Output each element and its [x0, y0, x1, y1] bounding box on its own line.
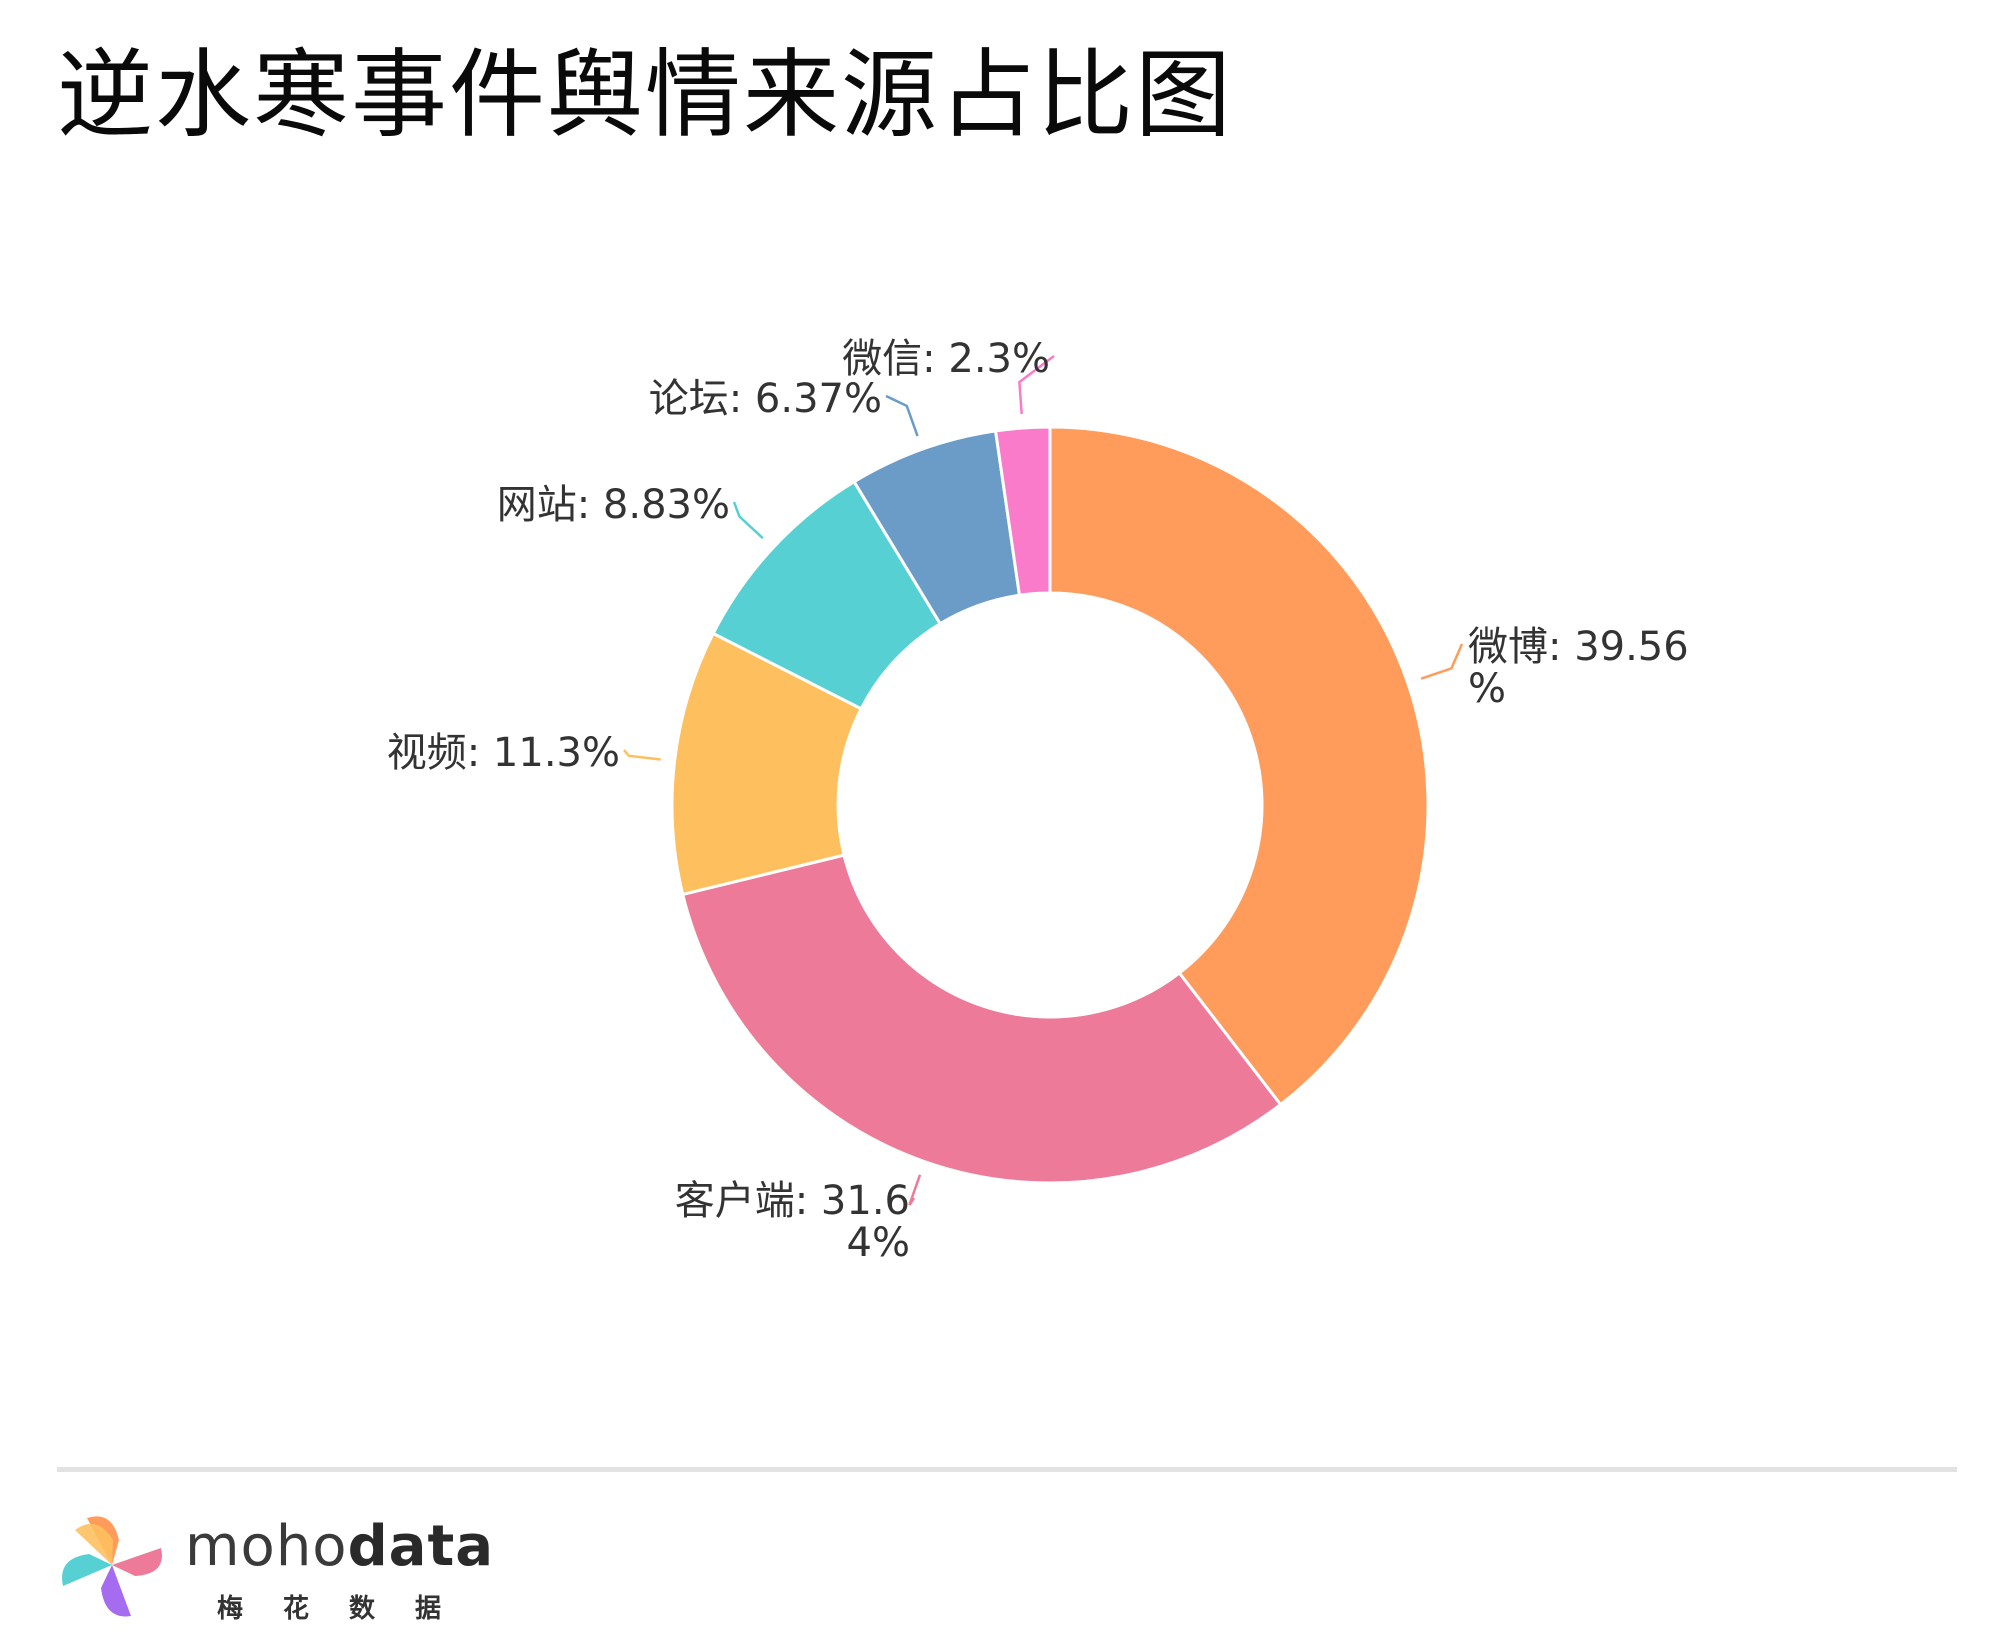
slice-label-line: 微博: 39.56	[1468, 624, 1689, 670]
logo-word-bold: data	[347, 1514, 495, 1579]
leader-line-3	[623, 749, 661, 761]
leader-line-2	[908, 1174, 922, 1206]
donut-chart: 微博: 39.56 % 客户端: 31.6 4% 视频: 11.3% 网站: 8.83% 论…	[387, 336, 1689, 1266]
leader-line-6	[1018, 355, 1055, 415]
slice-label-line: 网站: 8.83%	[497, 482, 730, 528]
pinwheel-logo-icon	[62, 1516, 162, 1617]
slice-label-line: 论坛: 6.37%	[649, 376, 882, 422]
logo-word-light: moho	[185, 1514, 348, 1579]
logo-subtitle: 梅花数据	[217, 1594, 482, 1624]
footer-logo: mohodata 梅花数据	[57, 1510, 493, 1624]
slices-group	[670, 425, 1430, 1185]
slice-label-3: 视频: 11.3%	[387, 730, 620, 776]
labels-group: 微博: 39.56 % 客户端: 31.6 4% 视频: 11.3% 网站: 8.83% 论…	[387, 336, 1689, 1266]
slice-6	[993, 425, 1052, 597]
slice-label-line: 客户端: 31.6	[675, 1178, 910, 1224]
leader-line-5	[885, 394, 919, 437]
footer-divider	[57, 1467, 1957, 1472]
logo-wordmark: mohodata	[185, 1516, 494, 1578]
slice-label-line: 4%	[847, 1220, 910, 1266]
slice-label-6: 微信: 2.3%	[842, 336, 1050, 382]
slice-label-4: 网站: 8.83%	[497, 482, 730, 528]
slice-label-2: 客户端: 31.6 4%	[675, 1178, 910, 1266]
slice-label-5: 论坛: 6.37%	[649, 376, 882, 422]
slice-label-line: 视频: 11.3%	[387, 730, 620, 776]
leader-lines-group	[623, 355, 1464, 1206]
slice-1	[1048, 425, 1430, 1107]
slice-label-line: 微信: 2.3%	[842, 336, 1050, 382]
slice-2	[680, 853, 1283, 1185]
slice-label-1: 微博: 39.56%	[1468, 624, 1689, 712]
chart-title: 逆水寒事件舆情来源占比图	[57, 39, 1233, 151]
leader-line-1	[1420, 643, 1464, 680]
slice-label-line: %	[1468, 666, 1506, 712]
leader-line-4	[732, 501, 764, 540]
